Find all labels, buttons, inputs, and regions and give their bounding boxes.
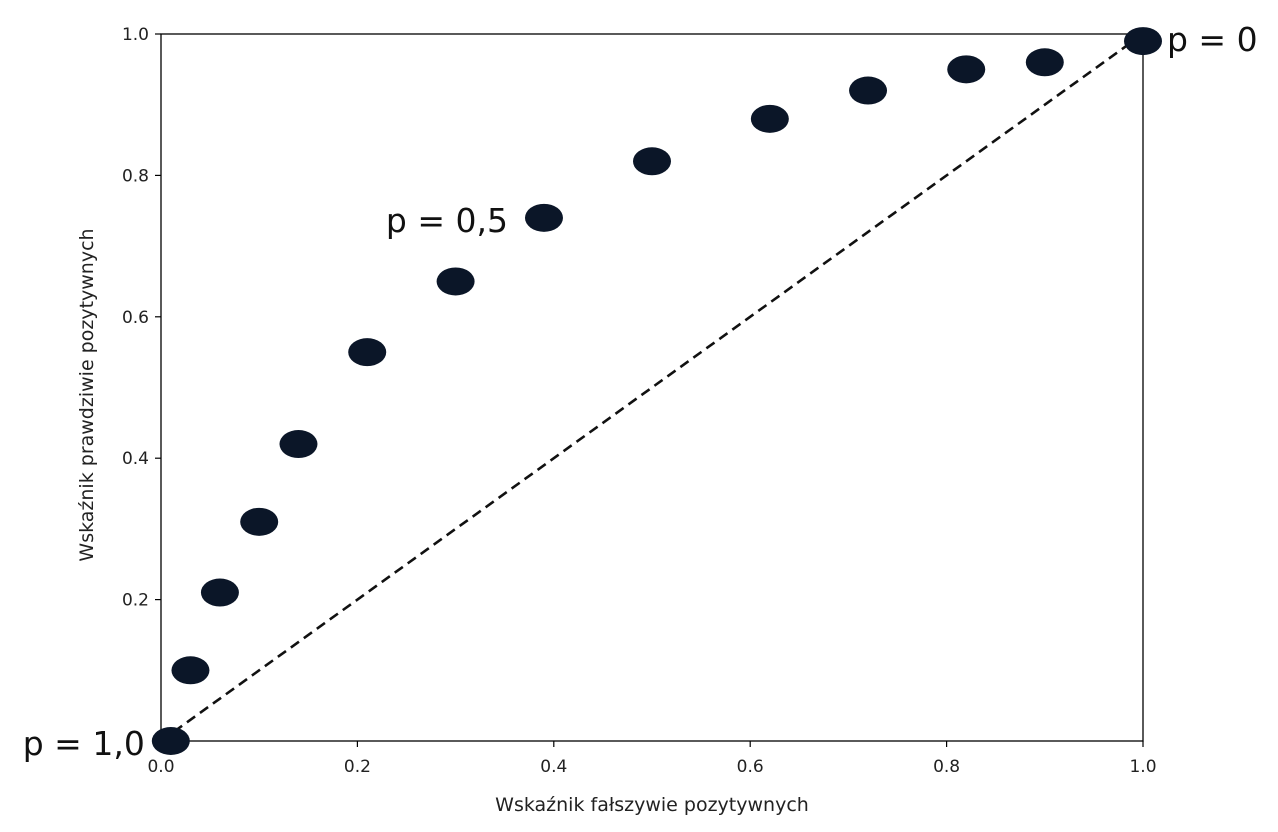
x-axis-ticks: 0.0 0.2 0.4 0.6 0.8 1.0 <box>147 741 1157 777</box>
y-tick-label: 0.6 <box>122 308 149 328</box>
data-point <box>947 55 986 84</box>
data-point <box>750 104 789 133</box>
data-point <box>849 76 888 105</box>
plot-frame <box>160 33 1144 742</box>
data-point <box>348 338 387 367</box>
y-tick-label: 0.8 <box>122 166 149 186</box>
data-point <box>200 578 239 607</box>
x-tick-label: 0.4 <box>540 757 567 777</box>
y-axis-ticks: 0.2 0.4 0.6 0.8 1.0 <box>122 25 161 611</box>
y-axis-title: Wskaźnik prawdziwie pozytywnych <box>76 228 98 561</box>
point-annotation-label: p = 0,5 <box>386 201 508 240</box>
data-point <box>279 430 318 459</box>
x-tick-label: 0.2 <box>344 757 371 777</box>
data-point <box>1025 48 1064 77</box>
point-annotations: p = 1,0 p = 0,5 p = 0 <box>23 20 1258 763</box>
y-tick-label: 1.0 <box>122 25 149 45</box>
x-tick-label: 1.0 <box>1129 757 1156 777</box>
x-axis-title: Wskaźnik fałszywie pozytywnych <box>495 794 809 816</box>
x-tick-label: 0.0 <box>147 757 174 777</box>
random-guess-diagonal-line <box>160 32 1144 743</box>
y-tick-label: 0.4 <box>122 449 149 469</box>
data-point <box>171 656 210 685</box>
point-annotation-label: p = 1,0 <box>23 724 145 763</box>
data-point <box>151 727 190 755</box>
y-tick-label: 0.2 <box>122 591 149 611</box>
data-point <box>240 507 279 536</box>
data-points <box>151 27 1162 755</box>
data-point <box>524 203 563 232</box>
x-tick-label: 0.8 <box>933 757 960 777</box>
data-point <box>436 267 475 296</box>
data-point <box>1124 27 1162 56</box>
data-point <box>633 147 671 176</box>
point-annotation-label: p = 0 <box>1167 20 1258 59</box>
x-tick-label: 0.6 <box>737 757 764 777</box>
